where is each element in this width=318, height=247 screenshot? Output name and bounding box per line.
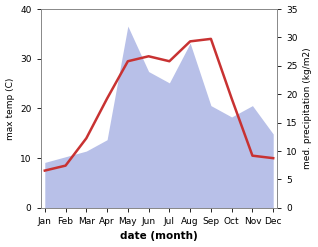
Y-axis label: max temp (C): max temp (C) [5,77,15,140]
Y-axis label: med. precipitation (kg/m2): med. precipitation (kg/m2) [303,48,313,169]
X-axis label: date (month): date (month) [120,231,198,242]
